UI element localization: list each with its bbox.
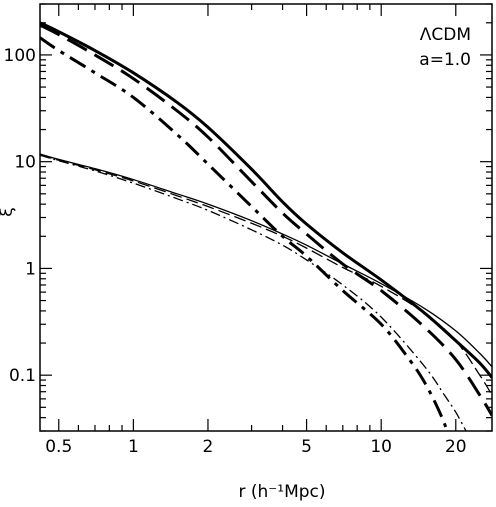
series-line-thick-dashdot <box>40 36 449 431</box>
series-layer <box>40 21 492 431</box>
series-line-thick-solid <box>40 21 492 379</box>
x-tick-label: 0.5 <box>45 437 72 457</box>
y-tick-label: 100 <box>4 46 36 66</box>
series-line-thin-dashdot <box>40 154 467 431</box>
x-tick-label: 20 <box>445 437 467 457</box>
y-tick-label: 10 <box>14 153 36 173</box>
x-tick-label: 10 <box>370 437 392 457</box>
x-tick-label: 5 <box>301 437 312 457</box>
tick-layer <box>40 3 492 432</box>
x-axis-label: r (h⁻¹Mpc) <box>238 482 325 502</box>
x-tick-label: 2 <box>203 437 214 457</box>
series-line-thin-dashed <box>40 154 492 396</box>
annotation-epoch: a=1.0 <box>419 50 471 70</box>
annotation-model: ΛCDM <box>420 25 471 45</box>
y-tick-label: 0.1 <box>9 366 36 386</box>
y-axis-label: ξ̄ <box>0 207 17 216</box>
series-line-thick-dashed <box>40 23 492 417</box>
x-tick-label: 1 <box>128 437 139 457</box>
label-layer: 0.5 1 2 5 10 20 0.1 1 10 100 <box>4 46 467 457</box>
y-tick-label: 1 <box>25 259 36 279</box>
series-line-thin-solid <box>40 153 492 368</box>
